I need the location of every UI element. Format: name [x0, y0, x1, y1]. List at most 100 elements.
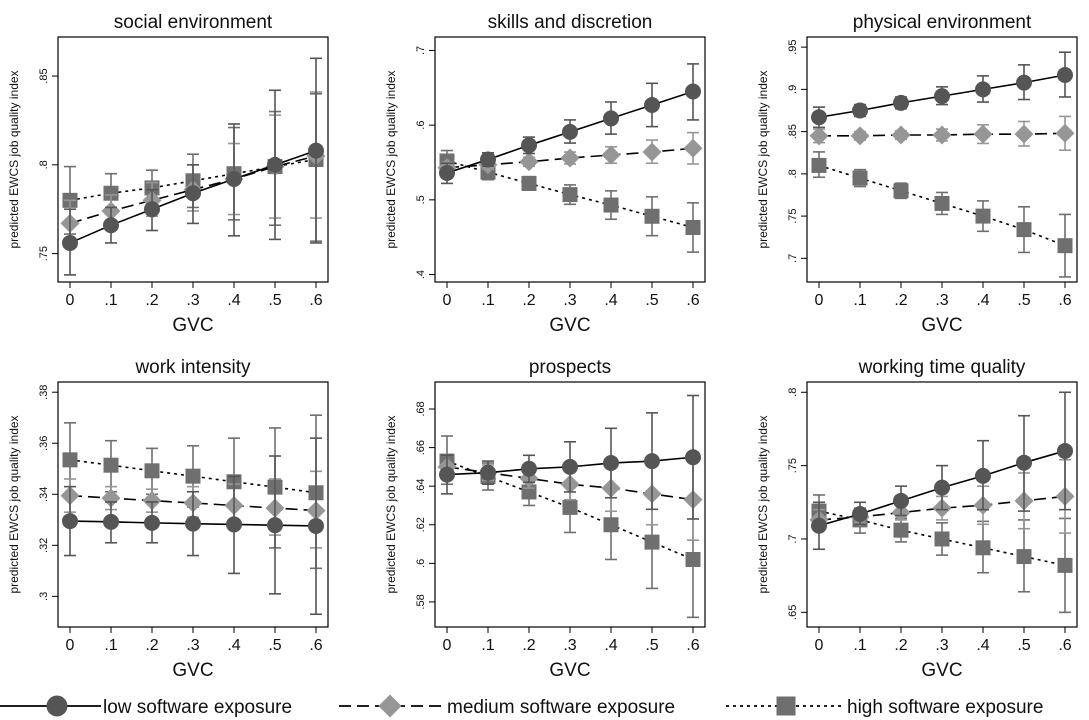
- x-tick-label: 0: [815, 637, 824, 654]
- data-point: [685, 551, 701, 567]
- data-point: [1057, 557, 1073, 573]
- data-point: [185, 185, 201, 202]
- data-point: [103, 513, 119, 530]
- data-point: [519, 152, 539, 172]
- data-point: [811, 517, 827, 534]
- data-point: [893, 94, 909, 111]
- legend-marker: [378, 694, 402, 718]
- data-point: [144, 463, 160, 479]
- x-tick-label: .6: [1058, 637, 1071, 654]
- data-point: [685, 219, 701, 235]
- x-tick-label: .2: [522, 292, 535, 309]
- legend-label: high software exposure: [847, 697, 1043, 718]
- x-tick-label: .1: [481, 292, 494, 309]
- data-point: [683, 138, 703, 158]
- data-point: [562, 458, 578, 475]
- data-point: [934, 479, 950, 496]
- data-point: [480, 151, 496, 168]
- data-point: [480, 464, 496, 481]
- data-point: [811, 109, 827, 126]
- x-axis-label: GVC: [921, 315, 962, 336]
- data-point: [603, 110, 619, 127]
- y-tick-label: .64: [415, 479, 427, 494]
- panel-title: working time quality: [858, 357, 1026, 378]
- panel-title: work intensity: [134, 357, 251, 378]
- data-point: [226, 516, 242, 533]
- data-point: [142, 491, 162, 511]
- data-point: [144, 514, 160, 531]
- y-tick-label: .62: [415, 517, 427, 532]
- plot-frame: [806, 36, 1078, 283]
- chart-panel: working time quality 0 .1 .2 .3 .4 .5 .6 GVC .65.…: [756, 357, 1078, 681]
- x-tick-label: .2: [894, 637, 907, 654]
- data-point: [850, 126, 870, 146]
- x-tick-label: .5: [268, 292, 281, 309]
- y-axis-label: predicted EWCS job quality index: [756, 415, 770, 593]
- chart-panel: social environment 0 .1 .2 .3 .4 .5 .6 GVC .75 .8.…: [7, 12, 329, 336]
- legend-marker: [776, 696, 796, 716]
- data-point: [1057, 442, 1073, 459]
- data-point: [562, 499, 578, 515]
- series-low: [439, 63, 701, 185]
- y-tick-label: .75: [787, 458, 799, 473]
- x-axis-label: GVC: [549, 315, 590, 336]
- data-point: [1016, 74, 1032, 91]
- data-point: [439, 466, 455, 483]
- data-point: [601, 145, 621, 165]
- x-tick-label: .3: [186, 637, 199, 654]
- data-point: [103, 185, 119, 201]
- data-point: [562, 187, 578, 203]
- series-medium: [809, 115, 1075, 152]
- x-tick-label: .6: [686, 292, 699, 309]
- data-point: [811, 157, 827, 173]
- y-tick-label: .8: [787, 169, 799, 178]
- data-point: [644, 534, 660, 550]
- x-tick-label: 0: [66, 292, 75, 309]
- data-point: [642, 142, 662, 162]
- chart-panel: prospects 0 .1 .2 .3 .4 .5 .6 GVC .58 .6 .62 .64 .66.…: [384, 357, 706, 681]
- y-tick-label: .7: [787, 254, 799, 263]
- x-tick-label: .2: [894, 292, 907, 309]
- legend: low software exposure medium software exp…: [0, 694, 1043, 718]
- x-tick-label: .4: [604, 292, 617, 309]
- y-tick-label: .8: [787, 388, 799, 397]
- y-tick-label: .36: [38, 436, 50, 451]
- x-tick-label: 0: [443, 292, 452, 309]
- x-tick-label: .6: [309, 292, 322, 309]
- data-point: [934, 531, 950, 547]
- x-tick-label: 0: [443, 637, 452, 654]
- legend-label: medium software exposure: [447, 697, 675, 718]
- x-axis-label: GVC: [172, 660, 213, 681]
- x-tick-label: 0: [815, 292, 824, 309]
- x-tick-label: .6: [1058, 292, 1071, 309]
- data-point: [101, 488, 121, 508]
- data-point: [975, 467, 991, 484]
- data-point: [603, 197, 619, 213]
- chart-panel: work intensity 0 .1 .2 .3 .4 .5 .6 GVC .3 .32 .34 .3…: [7, 357, 329, 681]
- data-point: [308, 517, 324, 534]
- data-point: [144, 201, 160, 218]
- data-point: [934, 88, 950, 105]
- data-point: [62, 452, 78, 468]
- legend-label: low software exposure: [103, 697, 292, 718]
- chart-panel: skills and discretion 0 .1 .2 .3 .4 .5 .6 GVC .4.…: [384, 12, 706, 336]
- panel-title: skills and discretion: [488, 12, 653, 33]
- y-axis-label: predicted EWCS job quality index: [384, 70, 398, 248]
- data-point: [975, 81, 991, 98]
- panel-title: social environment: [114, 12, 273, 33]
- legend-entry-high: high software exposure: [726, 696, 1043, 718]
- data-point: [1057, 67, 1073, 84]
- x-tick-label: .5: [645, 637, 658, 654]
- x-tick-label: .5: [1017, 637, 1030, 654]
- x-tick-label: .5: [1017, 292, 1030, 309]
- y-tick-label: .6: [415, 559, 427, 568]
- data-point: [891, 125, 911, 145]
- data-point: [852, 170, 868, 186]
- y-tick-label: .8: [38, 160, 50, 169]
- x-tick-label: .1: [853, 292, 866, 309]
- data-point: [562, 123, 578, 140]
- data-point: [603, 455, 619, 472]
- data-point: [226, 171, 242, 188]
- data-point: [308, 142, 324, 159]
